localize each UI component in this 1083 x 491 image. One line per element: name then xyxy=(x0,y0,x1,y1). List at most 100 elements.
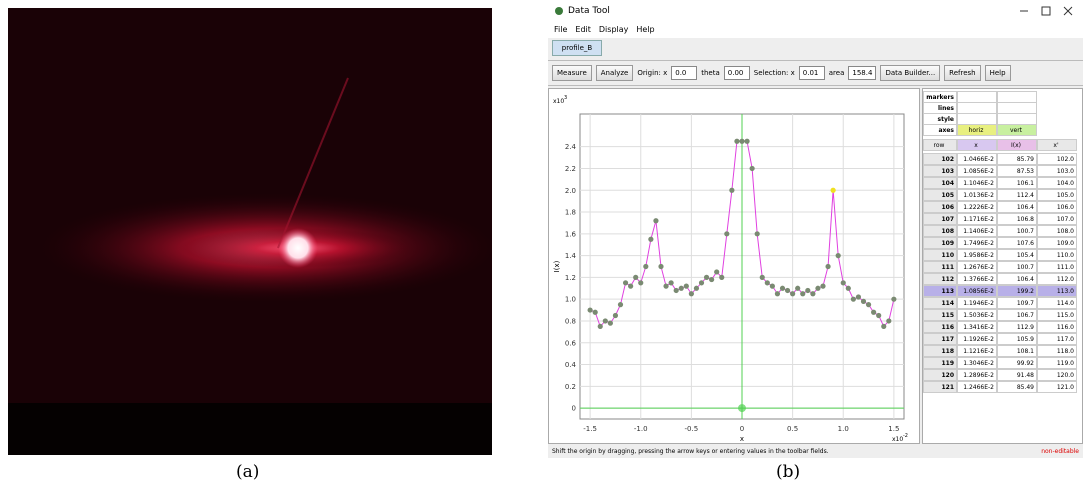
data-point[interactable] xyxy=(840,280,846,286)
table-cell[interactable]: 1.7496E-2 xyxy=(957,237,997,249)
data-point[interactable] xyxy=(622,280,629,286)
data-point[interactable] xyxy=(678,285,684,291)
table-cell[interactable]: 119.0 xyxy=(1037,357,1077,369)
table-cell[interactable]: 91.48 xyxy=(997,369,1037,381)
menu-item[interactable]: Display xyxy=(598,25,629,34)
data-point[interactable] xyxy=(805,287,811,294)
menu-item[interactable]: File xyxy=(554,25,568,34)
option-cell[interactable]: vert xyxy=(997,124,1037,136)
table-cell[interactable]: 1.2466E-2 xyxy=(957,381,997,393)
data-point[interactable] xyxy=(871,309,877,315)
table-cell[interactable]: 108 xyxy=(923,225,957,237)
table-cell[interactable]: 100.7 xyxy=(997,225,1037,237)
table-cell[interactable]: 103 xyxy=(923,165,957,177)
column-header[interactable]: x' xyxy=(1037,139,1077,151)
tab[interactable]: profile_B xyxy=(552,40,602,56)
table-cell[interactable]: 102 xyxy=(923,153,957,165)
origin-handle[interactable] xyxy=(738,404,746,413)
table-cell[interactable]: 99.92 xyxy=(997,357,1037,369)
data-point[interactable] xyxy=(876,312,882,319)
table-cell[interactable]: 1.9586E-2 xyxy=(957,249,997,261)
toolbar-field[interactable]: 0.0 xyxy=(671,66,698,80)
table-cell[interactable]: 104.0 xyxy=(1037,177,1077,189)
table-cell[interactable]: 117.0 xyxy=(1037,333,1077,345)
table-cell[interactable]: 107 xyxy=(923,213,957,225)
table-cell[interactable]: 118 xyxy=(923,345,957,357)
data-point[interactable] xyxy=(759,274,765,280)
data-point[interactable] xyxy=(643,263,649,270)
table-cell[interactable]: 1.5036E-2 xyxy=(957,309,997,321)
data-point[interactable] xyxy=(683,283,689,289)
table-cell[interactable]: 108.1 xyxy=(997,345,1037,357)
data-point[interactable] xyxy=(658,263,664,270)
table-cell[interactable]: 85.79 xyxy=(997,153,1037,165)
data-point[interactable] xyxy=(845,285,851,291)
table-cell[interactable]: 100.7 xyxy=(997,261,1037,273)
data-point[interactable] xyxy=(729,187,735,193)
data-point[interactable] xyxy=(633,274,639,280)
table-cell[interactable]: 116 xyxy=(923,321,957,333)
table-cell[interactable]: 115.0 xyxy=(1037,309,1077,321)
data-point[interactable] xyxy=(719,274,725,280)
data-point[interactable] xyxy=(779,285,786,291)
data-point[interactable] xyxy=(790,291,796,297)
table-cell[interactable]: 106.4 xyxy=(997,273,1037,285)
data-point[interactable] xyxy=(850,296,856,302)
data-point[interactable] xyxy=(592,309,598,315)
table-cell[interactable]: 115 xyxy=(923,309,957,321)
table-cell[interactable]: 121 xyxy=(923,381,957,393)
table-cell[interactable]: 1.0466E-2 xyxy=(957,153,997,165)
table-cell[interactable]: 110 xyxy=(923,249,957,261)
table-cell[interactable]: 1.2226E-2 xyxy=(957,201,997,213)
data-point[interactable] xyxy=(714,269,720,275)
table-cell[interactable]: 119 xyxy=(923,357,957,369)
data-point[interactable] xyxy=(587,307,593,313)
data-point[interactable] xyxy=(602,318,608,324)
data-point[interactable] xyxy=(881,323,887,330)
toolbar-field[interactable]: 158.4 xyxy=(848,66,877,80)
table-cell[interactable]: 1.3416E-2 xyxy=(957,321,997,333)
data-point[interactable] xyxy=(698,280,705,286)
data-point[interactable] xyxy=(653,218,659,224)
table-cell[interactable]: 1.1216E-2 xyxy=(957,345,997,357)
table-cell[interactable]: 1.3046E-2 xyxy=(957,357,997,369)
table-cell[interactable]: 1.1926E-2 xyxy=(957,333,997,345)
table-cell[interactable]: 1.1046E-2 xyxy=(957,177,997,189)
data-point[interactable] xyxy=(820,283,826,289)
table-cell[interactable]: 109.0 xyxy=(1037,237,1077,249)
data-point[interactable] xyxy=(724,231,730,237)
table-cell[interactable]: 1.1716E-2 xyxy=(957,213,997,225)
table-cell[interactable]: 111.0 xyxy=(1037,261,1077,273)
table-cell[interactable]: 114.0 xyxy=(1037,297,1077,309)
data-point[interactable] xyxy=(617,302,624,308)
toolbar-button[interactable]: Measure xyxy=(552,65,592,81)
table-cell[interactable]: 112.9 xyxy=(997,321,1037,333)
data-point[interactable] xyxy=(734,138,740,144)
table-cell[interactable]: 118.0 xyxy=(1037,345,1077,357)
data-point[interactable] xyxy=(628,283,634,289)
data-point[interactable] xyxy=(860,298,867,304)
data-point[interactable] xyxy=(688,291,694,297)
table-cell[interactable]: 106 xyxy=(923,201,957,213)
menu-item[interactable]: Edit xyxy=(575,25,591,34)
table-cell[interactable]: 114 xyxy=(923,297,957,309)
table-cell[interactable]: 106.1 xyxy=(997,177,1037,189)
table-cell[interactable]: 1.0136E-2 xyxy=(957,189,997,201)
table-cell[interactable]: 120.0 xyxy=(1037,369,1077,381)
table-cell[interactable]: 107.6 xyxy=(997,237,1037,249)
option-cell[interactable]: horiz xyxy=(957,124,997,136)
data-point[interactable] xyxy=(612,312,619,319)
data-point[interactable] xyxy=(754,231,760,237)
table-cell[interactable]: 110.0 xyxy=(1037,249,1077,261)
table-cell[interactable]: 106.7 xyxy=(997,309,1037,321)
table-cell[interactable]: 105.9 xyxy=(997,333,1037,345)
table-cell[interactable]: 113 xyxy=(923,285,957,297)
data-point[interactable] xyxy=(607,320,613,326)
table-cell[interactable]: 112.0 xyxy=(1037,273,1077,285)
table-cell[interactable]: 102.0 xyxy=(1037,153,1077,165)
toolbar-button[interactable]: Refresh xyxy=(944,65,981,81)
toolbar-field[interactable]: 0.01 xyxy=(798,66,825,80)
table-cell[interactable]: 120 xyxy=(923,369,957,381)
data-point[interactable] xyxy=(739,138,745,144)
table-cell[interactable]: 111 xyxy=(923,261,957,273)
